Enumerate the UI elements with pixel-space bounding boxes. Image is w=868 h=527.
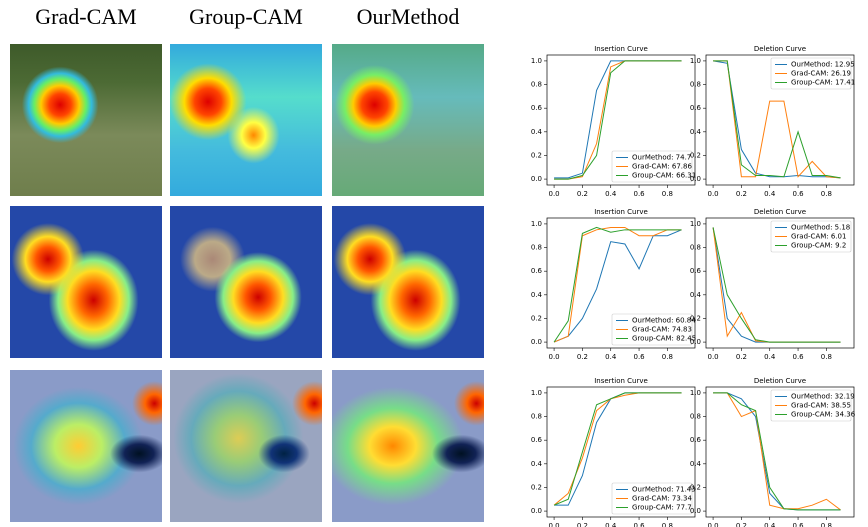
y-tick-label: 1.0 — [690, 57, 701, 65]
y-tick-label: 0.4 — [690, 128, 702, 136]
x-tick-label: 0.8 — [821, 353, 832, 361]
y-tick-label: 0.8 — [690, 244, 701, 252]
chart-title: Deletion Curve — [754, 377, 806, 385]
y-tick-label: 0.0 — [531, 175, 542, 183]
x-tick-label: 0.2 — [736, 190, 747, 198]
legend-label: OurMethod: 32.19 — [791, 393, 855, 401]
x-tick-label: 0.6 — [633, 522, 645, 527]
y-tick-label: 0.2 — [531, 314, 542, 322]
y-tick-label: 0.4 — [690, 460, 702, 468]
x-tick-label: 0.4 — [764, 522, 776, 527]
y-tick-label: 0.8 — [531, 413, 542, 421]
x-tick-label: 0.4 — [764, 353, 776, 361]
x-tick-label: 0.6 — [792, 522, 804, 527]
legend-label: OurMethod: 71.43 — [632, 486, 696, 494]
y-tick-label: 0.6 — [690, 104, 702, 112]
y-tick-label: 1.0 — [690, 220, 701, 228]
y-tick-label: 0.0 — [690, 175, 701, 183]
x-tick-label: 0.0 — [708, 190, 719, 198]
x-tick-label: 0.0 — [549, 522, 560, 527]
legend-label: Group-CAM: 77.7 — [632, 504, 692, 512]
y-tick-label: 0.6 — [531, 267, 543, 275]
x-tick-label: 0.8 — [662, 522, 673, 527]
y-tick-label: 0.2 — [690, 314, 701, 322]
chart-title: Insertion Curve — [594, 208, 648, 216]
legend-label: OurMethod: 74.7 — [632, 154, 691, 162]
x-tick-label: 0.2 — [736, 522, 747, 527]
legend-label: OurMethod: 5.18 — [791, 224, 850, 232]
x-tick-label: 0.2 — [577, 522, 588, 527]
y-tick-label: 1.0 — [690, 389, 701, 397]
y-tick-label: 0.2 — [690, 483, 701, 491]
legend-label: Group-CAM: 17.41 — [791, 79, 855, 87]
y-tick-label: 0.4 — [531, 128, 543, 136]
y-tick-label: 0.6 — [690, 436, 702, 444]
chart-title: Insertion Curve — [594, 377, 648, 385]
y-tick-label: 0.8 — [690, 81, 701, 89]
chart-title: Deletion Curve — [754, 208, 806, 216]
chart-title: Insertion Curve — [594, 45, 648, 53]
x-tick-label: 0.0 — [708, 353, 719, 361]
x-tick-label: 0.4 — [605, 353, 617, 361]
y-tick-label: 0.0 — [531, 507, 542, 515]
y-tick-label: 0.2 — [531, 483, 542, 491]
legend-label: Grad-CAM: 6.01 — [791, 233, 846, 241]
x-tick-label: 0.4 — [764, 190, 776, 198]
x-tick-label: 0.2 — [577, 353, 588, 361]
y-tick-label: 0.8 — [531, 244, 542, 252]
y-tick-label: 1.0 — [531, 57, 542, 65]
figure: {"columns": ["Grad-CAM", "Group-CAM", "O… — [0, 0, 868, 527]
legend-label: OurMethod: 12.95 — [791, 61, 855, 69]
y-tick-label: 1.0 — [531, 220, 542, 228]
y-tick-label: 0.4 — [531, 460, 543, 468]
legend-label: Group-CAM: 9.2 — [791, 242, 846, 250]
legend-label: Grad-CAM: 38.55 — [791, 402, 851, 410]
x-tick-label: 0.0 — [708, 522, 719, 527]
x-tick-label: 0.6 — [633, 190, 645, 198]
x-tick-label: 0.4 — [605, 522, 617, 527]
y-tick-label: 0.2 — [690, 151, 701, 159]
y-tick-label: 0.0 — [690, 507, 701, 515]
y-tick-label: 0.4 — [690, 291, 702, 299]
x-tick-label: 0.8 — [662, 353, 673, 361]
legend-label: Grad-CAM: 26.19 — [791, 70, 851, 78]
x-tick-label: 0.8 — [662, 190, 673, 198]
legend-label: Grad-CAM: 74.83 — [632, 326, 692, 334]
legend-label: OurMethod: 60.84 — [632, 317, 696, 325]
legend-label: Group-CAM: 34.36 — [791, 411, 856, 419]
y-tick-label: 0.6 — [690, 267, 702, 275]
legend-label: Grad-CAM: 73.34 — [632, 495, 692, 503]
legend-label: Group-CAM: 82.45 — [632, 335, 696, 343]
y-tick-label: 0.0 — [531, 338, 542, 346]
chart-title: Deletion Curve — [754, 45, 806, 53]
y-tick-label: 0.6 — [531, 104, 543, 112]
x-tick-label: 0.0 — [549, 353, 560, 361]
x-tick-label: 0.2 — [736, 353, 747, 361]
y-tick-label: 0.8 — [690, 413, 701, 421]
x-tick-label: 0.6 — [792, 353, 804, 361]
x-tick-label: 0.6 — [792, 190, 804, 198]
x-tick-label: 0.8 — [821, 522, 832, 527]
y-tick-label: 0.4 — [531, 291, 543, 299]
x-tick-label: 0.2 — [577, 190, 588, 198]
x-tick-label: 0.6 — [633, 353, 645, 361]
y-tick-label: 0.2 — [531, 151, 542, 159]
legend-label: Group-CAM: 66.31 — [632, 172, 696, 180]
legend-label: Grad-CAM: 67.86 — [632, 163, 692, 171]
y-tick-label: 0.6 — [531, 436, 543, 444]
y-tick-label: 1.0 — [531, 389, 542, 397]
x-tick-label: 0.0 — [549, 190, 560, 198]
x-tick-label: 0.8 — [821, 190, 832, 198]
charts: Insertion Curve 0.0 0.2 0.4 0.6 0.8 0.0 0.2 0.4 0… — [0, 0, 868, 527]
y-tick-label: 0.8 — [531, 81, 542, 89]
x-tick-label: 0.4 — [605, 190, 617, 198]
y-tick-label: 0.0 — [690, 338, 701, 346]
